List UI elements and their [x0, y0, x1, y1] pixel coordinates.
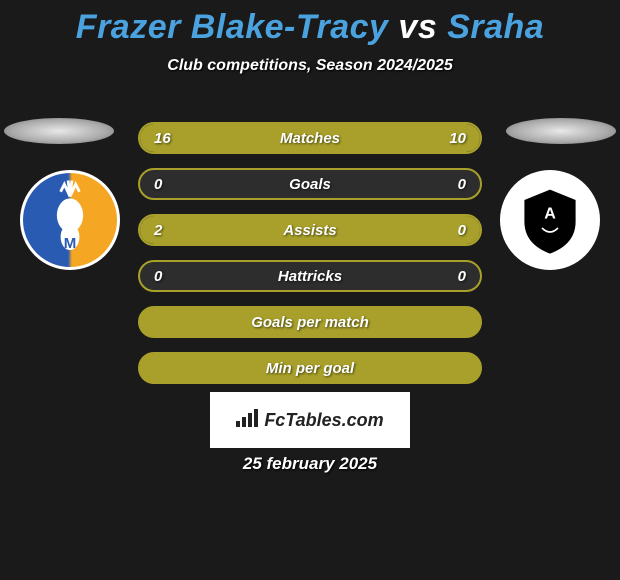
shadow-left	[4, 118, 114, 144]
team-crest-right: A	[500, 170, 600, 270]
player1-name: Frazer Blake-Tracy	[76, 8, 389, 46]
stat-value-left: 0	[154, 268, 162, 285]
stat-row: 0 Goals 0	[138, 168, 482, 200]
player2-name: Sraha	[447, 8, 544, 46]
stat-label: Matches	[280, 130, 340, 147]
shield-icon: A	[510, 180, 590, 260]
stat-row: 0 Hattricks 0	[138, 260, 482, 292]
stat-row: Goals per match	[138, 306, 482, 338]
stat-label: Goals	[289, 176, 331, 193]
svg-text:A: A	[544, 205, 556, 222]
stat-value-right: 0	[458, 268, 466, 285]
team-crest-left: M	[20, 170, 120, 270]
stat-label: Hattricks	[278, 268, 342, 285]
stat-value-left: 2	[154, 222, 162, 239]
stat-value-left: 16	[154, 130, 171, 147]
shadow-right	[506, 118, 616, 144]
stat-value-right: 0	[458, 176, 466, 193]
stat-value-right: 10	[449, 130, 466, 147]
stat-value-right: 0	[458, 222, 466, 239]
stat-value-left: 0	[154, 176, 162, 193]
subtitle: Club competitions, Season 2024/2025	[0, 57, 620, 75]
stats-container: 16 Matches 10 0 Goals 0 2 Assists 0 0 Hattricks 0 Go…	[138, 122, 482, 398]
stat-label: Goals per match	[251, 314, 369, 331]
vs-text: vs	[398, 8, 437, 46]
stat-row: Min per goal	[138, 352, 482, 384]
stag-icon: M	[23, 173, 117, 267]
svg-text:M: M	[64, 235, 77, 252]
stat-label: Min per goal	[266, 360, 354, 377]
watermark-text: FcTables.com	[264, 410, 383, 431]
stat-row: 2 Assists 0	[138, 214, 482, 246]
stat-label: Assists	[283, 222, 336, 239]
comparison-title: Frazer Blake-Tracy vs Sraha	[0, 0, 620, 47]
date-text: 25 february 2025	[0, 454, 620, 474]
stat-row: 16 Matches 10	[138, 122, 482, 154]
watermark: FcTables.com	[210, 392, 410, 448]
chart-icon	[236, 409, 258, 432]
